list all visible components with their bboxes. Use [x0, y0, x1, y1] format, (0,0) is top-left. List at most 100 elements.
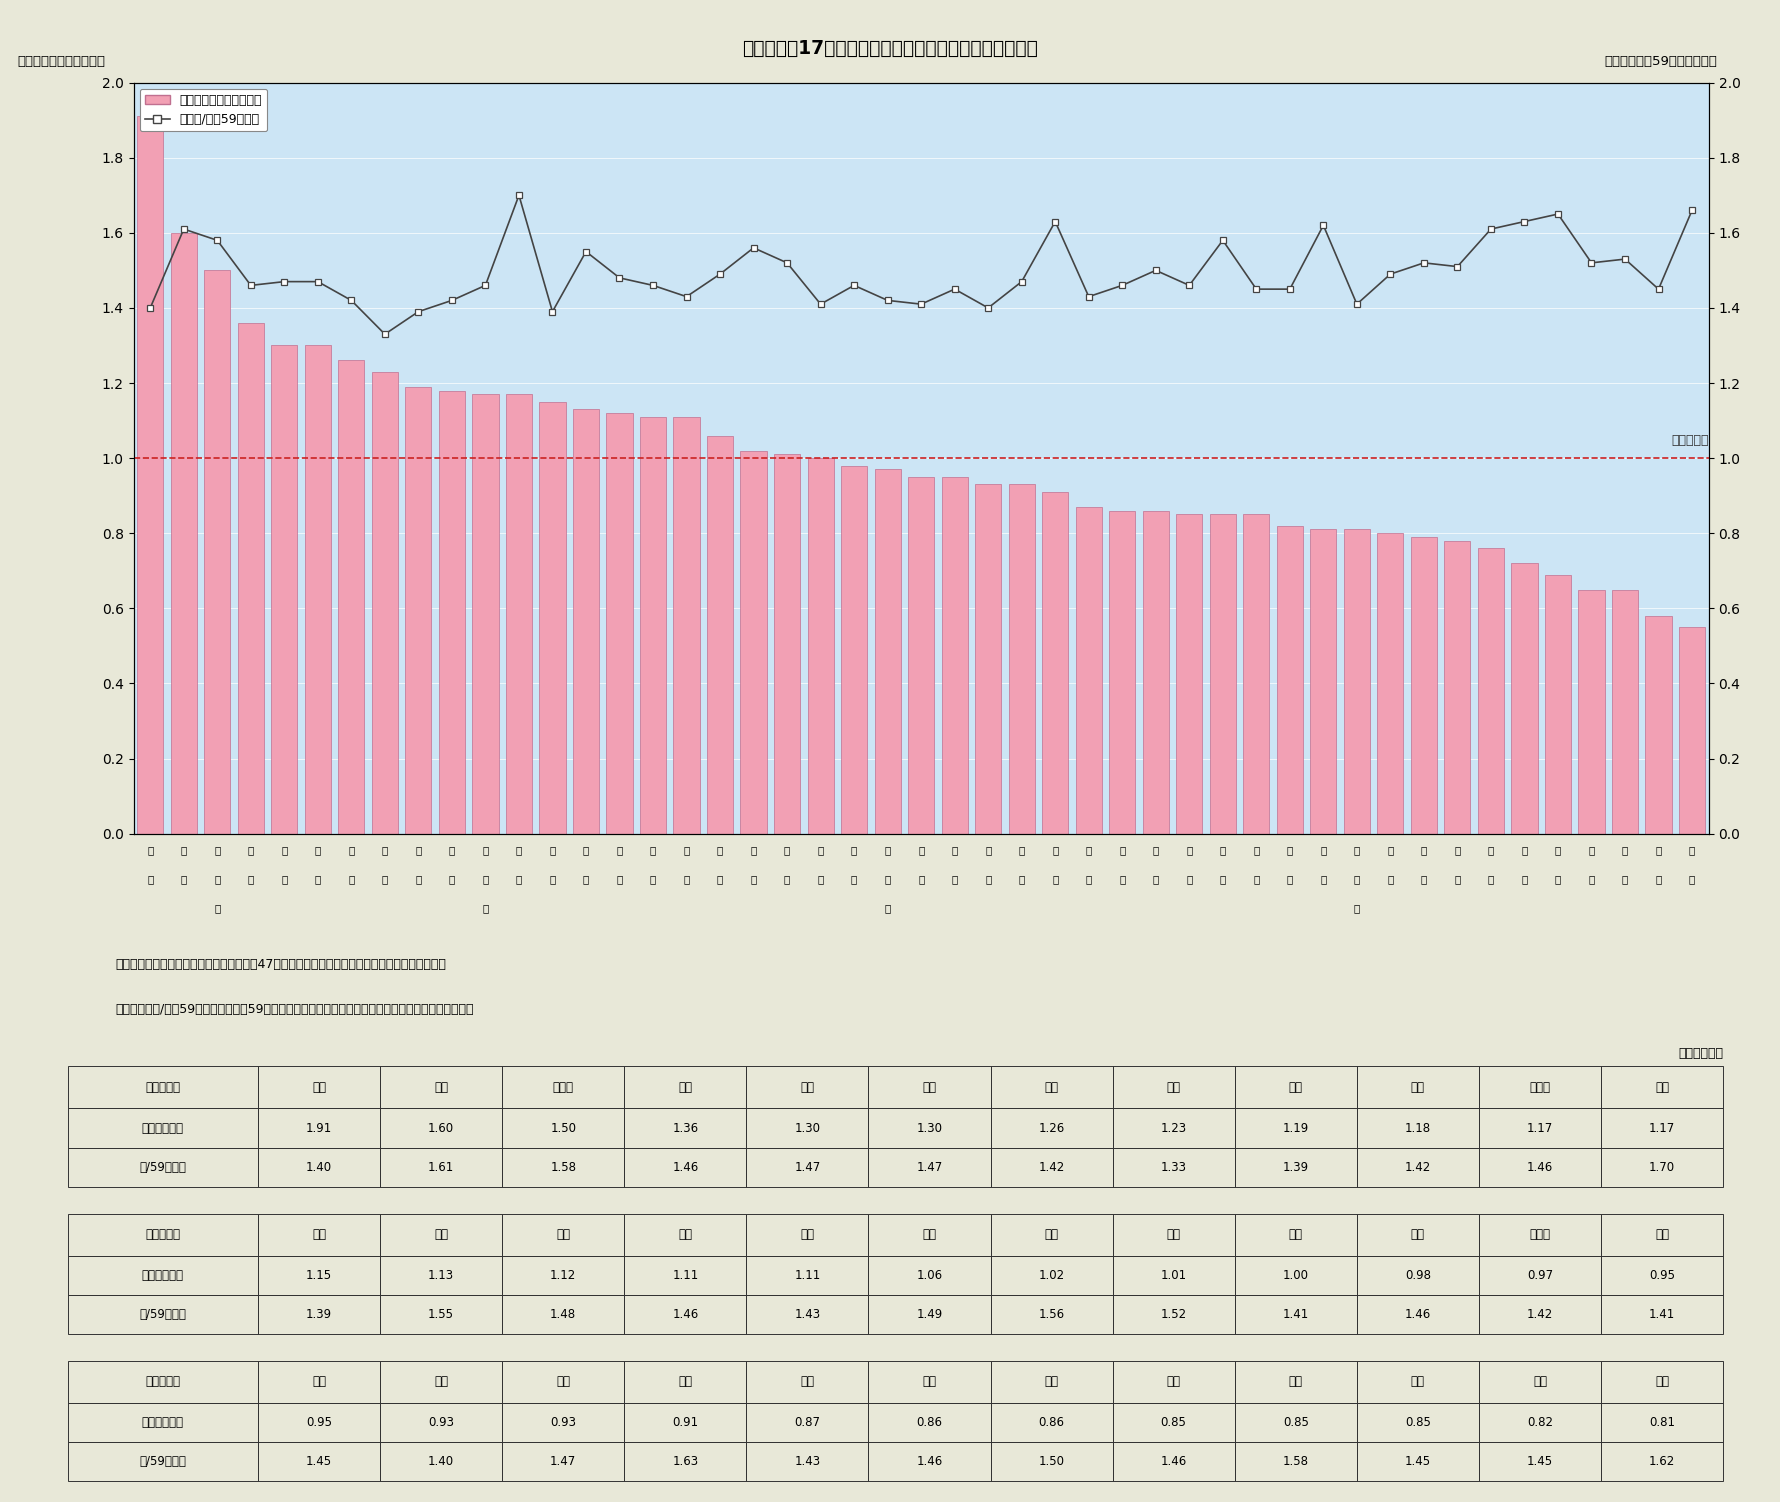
Bar	[1109, 511, 1136, 834]
Bar	[1579, 589, 1604, 834]
Text: 青: 青	[415, 846, 422, 856]
Text: 沖: 沖	[1556, 846, 1561, 856]
Text: 1.91: 1.91	[306, 1122, 333, 1134]
Text: 大阪: 大阪	[801, 1081, 815, 1093]
Text: 1.06: 1.06	[917, 1269, 943, 1281]
Text: 栃: 栃	[247, 846, 255, 856]
Text: 野: 野	[717, 874, 723, 885]
Text: 良: 良	[582, 874, 589, 885]
Text: 石: 石	[349, 846, 354, 856]
Text: 形: 形	[381, 874, 388, 885]
Text: 1.46: 1.46	[673, 1161, 698, 1173]
Text: 滋賀: 滋賀	[1045, 1229, 1059, 1241]
Text: ６/59年度比: ６/59年度比	[139, 1308, 187, 1320]
Bar	[707, 436, 733, 834]
Text: 1.00: 1.00	[1283, 1269, 1308, 1281]
Text: 1.50: 1.50	[1038, 1455, 1064, 1467]
Text: 神奈川: 神奈川	[554, 1081, 573, 1093]
Text: 川: 川	[214, 903, 221, 913]
Text: 島根: 島根	[434, 1376, 449, 1388]
Text: 東京: 東京	[312, 1081, 326, 1093]
Text: 広島: 広島	[678, 1229, 692, 1241]
Bar	[304, 345, 331, 834]
Text: 玉: 玉	[516, 874, 522, 885]
Text: 0.98: 0.98	[1404, 1269, 1431, 1281]
Bar	[607, 413, 632, 834]
Text: 0.85: 0.85	[1283, 1416, 1308, 1428]
Text: 1.26: 1.26	[1038, 1122, 1064, 1134]
Text: 0.95: 0.95	[1648, 1269, 1675, 1281]
Text: 阪: 阪	[281, 874, 287, 885]
Bar	[1511, 563, 1538, 834]
Text: ６年度/昭和59年度比は、昭和59年度から６年度の間に情報量が何倍になったかを示したもの。: ６年度/昭和59年度比は、昭和59年度から６年度の間に情報量が何倍になったかを示…	[116, 1003, 473, 1017]
Text: 川: 川	[851, 874, 858, 885]
Bar	[1613, 589, 1638, 834]
Text: 1.42: 1.42	[1038, 1161, 1064, 1173]
Text: 0.86: 0.86	[917, 1416, 942, 1428]
Text: 1.46: 1.46	[673, 1308, 698, 1320]
Text: 茨: 茨	[1488, 846, 1493, 856]
Bar	[1412, 536, 1436, 834]
Text: 奈: 奈	[214, 874, 221, 885]
Text: 重: 重	[783, 874, 790, 885]
Text: 阜: 阜	[449, 874, 456, 885]
Text: 1.42: 1.42	[1527, 1308, 1552, 1320]
Text: ６年度平均比: ６年度平均比	[142, 1416, 183, 1428]
Text: 徳島: 徳島	[312, 1376, 326, 1388]
Text: 1.50: 1.50	[550, 1122, 577, 1134]
Text: 岐: 岐	[449, 846, 456, 856]
Text: 本: 本	[1120, 874, 1125, 885]
Text: 1.30: 1.30	[917, 1122, 942, 1134]
Text: 第１－３－17図　都道府県別一人当たり情報ストック量: 第１－３－17図 都道府県別一人当たり情報ストック量	[742, 39, 1038, 59]
Text: 富: 富	[1185, 846, 1193, 856]
Text: 1.46: 1.46	[1527, 1161, 1552, 1173]
Text: 1.60: 1.60	[427, 1122, 454, 1134]
Text: 井: 井	[1689, 874, 1695, 885]
Text: 知: 知	[1086, 874, 1091, 885]
Text: 大: 大	[281, 846, 287, 856]
Text: 三: 三	[783, 846, 790, 856]
Text: 1.46: 1.46	[917, 1455, 943, 1467]
Text: 京: 京	[1287, 846, 1292, 856]
Text: 和歌山: 和歌山	[1529, 1229, 1550, 1241]
Text: 香: 香	[851, 846, 858, 856]
Text: 神: 神	[214, 846, 221, 856]
Text: 1.56: 1.56	[1038, 1308, 1064, 1320]
Text: 0.91: 0.91	[673, 1416, 698, 1428]
Bar	[774, 454, 801, 834]
Text: 新: 新	[1588, 846, 1595, 856]
Text: 愛媛: 愛媛	[555, 1376, 570, 1388]
Bar	[573, 409, 600, 834]
Text: 歌: 歌	[885, 874, 890, 885]
Text: 千: 千	[180, 846, 187, 856]
Bar	[205, 270, 230, 834]
Bar	[1210, 514, 1235, 834]
Text: 城: 城	[1488, 874, 1493, 885]
Text: 1.19: 1.19	[1283, 1122, 1308, 1134]
Text: 千葉: 千葉	[434, 1081, 449, 1093]
Bar	[740, 451, 767, 834]
Text: ６年度／昭和59年度比（倍）: ６年度／昭和59年度比（倍）	[1606, 54, 1718, 68]
Bar	[1444, 541, 1470, 834]
Text: 奈: 奈	[582, 846, 589, 856]
Bar	[1009, 484, 1034, 834]
Text: ６年度平均比: ６年度平均比	[142, 1269, 183, 1281]
Text: 福: 福	[1622, 846, 1629, 856]
Text: 岡: 岡	[616, 874, 623, 885]
Text: 岡山: 岡山	[801, 1229, 815, 1241]
Text: 1.17: 1.17	[1527, 1122, 1552, 1134]
Text: 都道府県名: 都道府県名	[146, 1376, 180, 1388]
Text: 宮城: 宮城	[1289, 1376, 1303, 1388]
Text: 0.93: 0.93	[550, 1416, 577, 1428]
Text: 埼玉: 埼玉	[1655, 1081, 1670, 1093]
Text: 1.40: 1.40	[306, 1161, 333, 1173]
Text: ６年度全都道府県平均比: ６年度全都道府県平均比	[18, 54, 105, 68]
Text: 東: 東	[148, 846, 153, 856]
Bar	[1344, 529, 1371, 834]
Bar	[1477, 548, 1504, 834]
Text: 1.47: 1.47	[917, 1161, 943, 1173]
Text: 静: 静	[616, 846, 623, 856]
Text: 崎: 崎	[1454, 874, 1461, 885]
Bar	[1041, 491, 1068, 834]
Text: 富山: 富山	[1166, 1376, 1180, 1388]
